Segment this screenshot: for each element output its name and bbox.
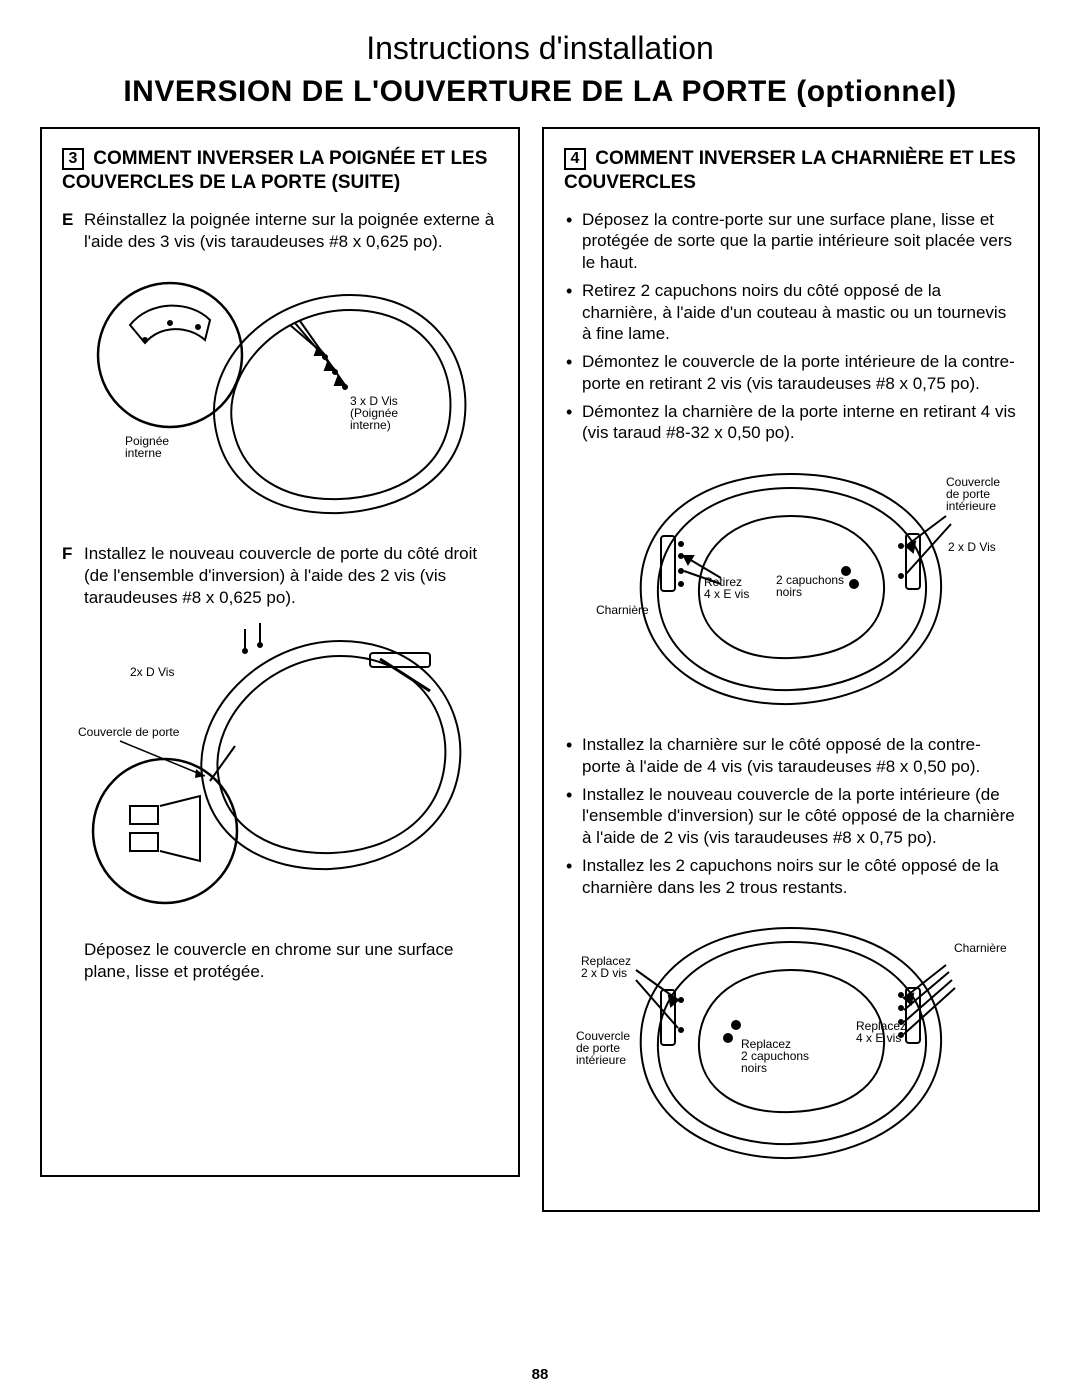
step-e-letter: E (62, 209, 84, 253)
diag-f-label-cover: Couvercle de porte (78, 725, 180, 739)
diag-e-label-handle: Poignéeinterne (125, 434, 169, 460)
left-caption: Déposez le couvercle en chrome sur une s… (62, 939, 498, 983)
diag-f-label-screws: 2x D Vis (130, 665, 174, 679)
page-title: Instructions d'installation (40, 30, 1040, 67)
bullet-item: Installez les 2 capuchons noirs sur le c… (564, 855, 1018, 899)
bullet-item: Déposez la contre-porte sur une surface … (564, 209, 1018, 274)
bullet-item: Installez le nouveau couvercle de la por… (564, 784, 1018, 849)
right-column: 4 COMMENT INVERSER LA CHARNIÈRE ET LES C… (542, 127, 1040, 1212)
bullet-item: Retirez 2 capuchons noirs du côté opposé… (564, 280, 1018, 345)
bullet-item: Installez la charnière sur le côté oppos… (564, 734, 1018, 778)
step-number-4: 4 (564, 148, 586, 170)
diagram-e: Poignéeinterne 3 x D Vis(Poignéeinterne) (70, 265, 490, 525)
bullet-item: Démontez le couvercle de la porte intéri… (564, 351, 1018, 395)
d2-cover: Couverclede porteintérieure (576, 1029, 630, 1067)
d2-hinge: Charnière (954, 941, 1007, 955)
page-number: 88 (0, 1366, 1080, 1383)
left-heading-text: COMMENT INVERSER LA POIGNÉE ET LES COUVE… (62, 148, 487, 193)
d1-caps: 2 capuchonsnoirs (776, 573, 844, 599)
left-heading: 3 COMMENT INVERSER LA POIGNÉE ET LES COU… (62, 147, 498, 195)
page-subtitle: INVERSION DE L'OUVERTURE DE LA PORTE (op… (40, 75, 1040, 109)
left-column: 3 COMMENT INVERSER LA POIGNÉE ET LES COU… (40, 127, 520, 1177)
d2-caps: Replacez2 capuchonsnoirs (741, 1037, 809, 1075)
right-bullets-1: Déposez la contre-porte sur une surface … (564, 209, 1018, 445)
bullet-item: Démontez la charnière de la porte intern… (564, 401, 1018, 445)
columns-wrapper: 3 COMMENT INVERSER LA POIGNÉE ET LES COU… (40, 127, 1040, 1212)
d1-remove4: Retirez4 x E vis (704, 575, 749, 601)
step-number-3: 3 (62, 148, 84, 170)
step-e-text: Réinstallez la poignée interne sur la po… (84, 209, 498, 253)
diag-e-label-screws: 3 x D Vis(Poignéeinterne) (350, 394, 398, 432)
right-bullets-2: Installez la charnière sur le côté oppos… (564, 734, 1018, 898)
step-f: F Installez le nouveau couvercle de port… (62, 543, 498, 609)
step-e: E Réinstallez la poignée interne sur la … (62, 209, 498, 253)
diagram-right-2: Replacez2 x D vis Couverclede porteintér… (566, 910, 1016, 1170)
d2-replace2d: Replacez2 x D vis (581, 954, 631, 980)
right-heading-text: COMMENT INVERSER LA CHARNIÈRE ET LES COU… (564, 148, 1016, 193)
step-f-text: Installez le nouveau couvercle de porte … (84, 543, 498, 609)
right-heading: 4 COMMENT INVERSER LA CHARNIÈRE ET LES C… (564, 147, 1018, 195)
d1-hinge: Charnière (596, 603, 649, 617)
step-f-letter: F (62, 543, 84, 609)
diagram-right-1: Charnière Retirez4 x E vis 2 capuchonsno… (566, 456, 1016, 716)
diagram-f: 2x D Vis Couvercle de porte (70, 621, 490, 921)
d1-2d: 2 x D Vis (948, 540, 996, 554)
d1-cover: Couverclede porteintérieure (946, 475, 1000, 513)
d2-replace4e: Replacez4 x E vis (856, 1019, 906, 1045)
